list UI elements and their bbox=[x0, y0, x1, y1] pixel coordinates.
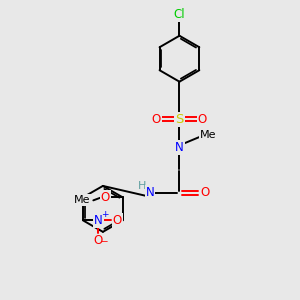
Text: S: S bbox=[175, 112, 184, 126]
Text: O: O bbox=[112, 214, 122, 227]
Text: O: O bbox=[201, 186, 210, 199]
Text: −: − bbox=[100, 236, 108, 245]
Text: O: O bbox=[94, 235, 103, 248]
Text: O: O bbox=[198, 112, 207, 126]
Text: N: N bbox=[146, 186, 154, 199]
Text: +: + bbox=[101, 210, 109, 219]
Text: O: O bbox=[100, 191, 110, 204]
Text: H: H bbox=[138, 181, 146, 191]
Text: Cl: Cl bbox=[174, 8, 185, 21]
Text: Me: Me bbox=[200, 130, 217, 140]
Text: N: N bbox=[94, 214, 103, 227]
Text: O: O bbox=[152, 112, 161, 126]
Text: Me: Me bbox=[74, 195, 90, 205]
Text: N: N bbox=[175, 141, 184, 154]
